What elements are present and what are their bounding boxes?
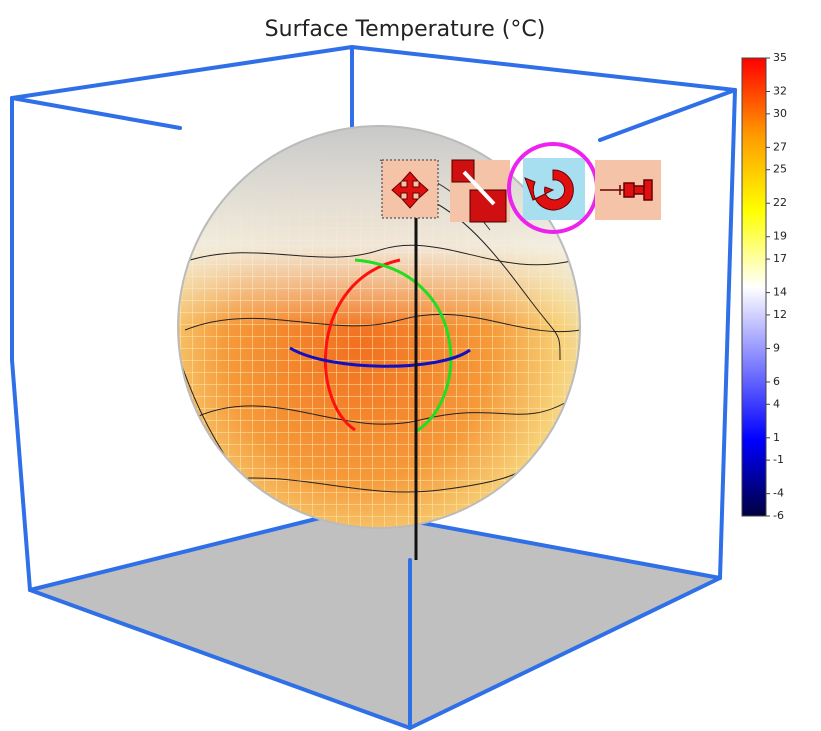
colorbar-tick-label: -6 (773, 509, 784, 522)
globe (178, 126, 580, 528)
colorbar-tick-label: 6 (773, 375, 780, 388)
colorbar-tick-label: 1 (773, 431, 780, 444)
globe-outline (177, 125, 581, 529)
colorbar-tick-label: 14 (773, 286, 787, 299)
bounding-box-front (10, 88, 737, 730)
colorbar-tick-label: 27 (773, 140, 787, 153)
colorbar-tick-label: -1 (773, 453, 784, 466)
colorbar-tick-label: -4 (773, 487, 784, 500)
chart-title: Surface Temperature (°C) (265, 17, 546, 42)
move-icon (391, 171, 429, 209)
colorbar-tick-label: 17 (773, 252, 787, 265)
colorbar-tick-label: 9 (773, 341, 780, 354)
toolbar (381, 142, 661, 234)
colorbar-tick-label: 19 (773, 230, 787, 243)
colorbar-tick-label: 25 (773, 163, 787, 176)
colorbar (741, 57, 767, 517)
rotate-icon (524, 169, 574, 211)
floor (30, 510, 720, 728)
colorbar-tick-label: 32 (773, 85, 787, 98)
colorbar-tick-label: 30 (773, 107, 787, 120)
colorbar-tick-label: 22 (773, 196, 787, 209)
colorbar-tick-label: 12 (773, 308, 787, 321)
rotation-axes (289, 200, 471, 560)
colorbar-tick-label: 35 (773, 51, 787, 64)
colorbar-tick-label: 4 (773, 397, 780, 410)
